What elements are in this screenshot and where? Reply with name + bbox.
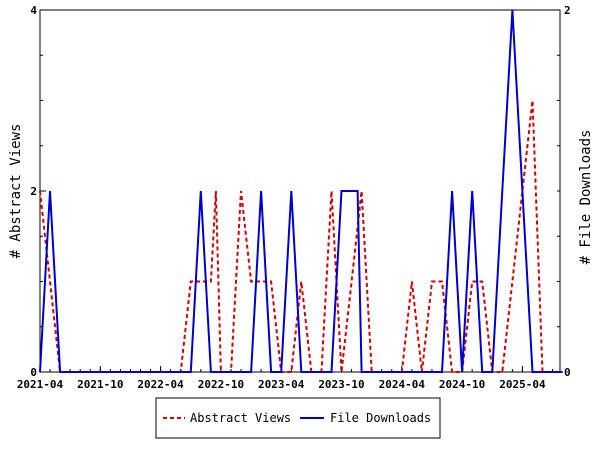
x-tick-label: 2022-04 (137, 378, 184, 391)
legend-box (155, 397, 441, 439)
series-line-abstract-views (39, 100, 563, 373)
x-tick-label: 2024-04 (379, 378, 426, 391)
x-tick-label: 2021-10 (77, 378, 123, 391)
x-tick-label: 2023-04 (258, 378, 305, 391)
y-left-tick-label: 2 (30, 185, 37, 198)
y-axis-right-title: # File Downloads (578, 130, 594, 265)
y-left-tick-label: 0 (30, 366, 37, 379)
y-axis-right-ticks: 02 (554, 4, 571, 379)
y-right-tick-label: 0 (564, 366, 571, 379)
y-right-tick-label: 2 (564, 4, 571, 17)
legend-label-file-downloads: File Downloads (330, 411, 431, 425)
x-tick-label: 2023-10 (318, 378, 364, 391)
x-tick-label: 2025-04 (499, 378, 546, 391)
series-line-file-downloads (39, 9, 563, 373)
x-tick-label: 2024-10 (439, 378, 485, 391)
plot-area (39, 9, 561, 373)
x-tick-label: 2021-04 (17, 378, 64, 391)
series-group (39, 9, 563, 373)
y-axis-left-title: # Abstract Views (8, 124, 24, 259)
y-left-tick-label: 4 (30, 4, 37, 17)
legend-label-abstract-views: Abstract Views (190, 411, 291, 425)
x-axis-ticks: 2021-04 2021-10 2022-04 2022-10 2023-04 2023-… (17, 366, 554, 391)
legend: Abstract Views File Downloads (155, 397, 441, 439)
y-axis-left-ticks: 0 2 4 (30, 4, 46, 379)
x-tick-label: 2022-10 (198, 378, 244, 391)
